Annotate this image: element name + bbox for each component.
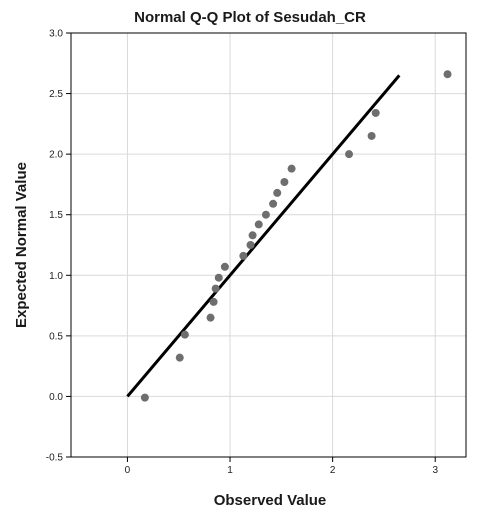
y-tick-label: -0.5	[46, 453, 64, 464]
y-tick-label: 3.0	[49, 29, 63, 40]
data-point	[206, 313, 215, 322]
y-axis-ticks: -0.5 0.0 0.5 1.0 1.5 2.0 2.5 3.0	[46, 29, 71, 464]
data-point	[261, 210, 270, 219]
x-tick-label: 3	[432, 465, 438, 476]
data-point	[211, 284, 220, 293]
data-point	[371, 108, 380, 117]
data-point	[209, 297, 218, 306]
data-point	[180, 330, 189, 339]
y-tick-label: 2.0	[49, 150, 63, 161]
y-axis-label: Expected Normal Value	[13, 162, 30, 328]
data-point	[280, 178, 289, 187]
chart-title: Normal Q-Q Plot of Sesudah_CR	[134, 9, 366, 26]
y-tick-label: 2.5	[49, 89, 63, 100]
data-point	[175, 353, 184, 362]
data-point	[220, 262, 229, 271]
data-point	[214, 273, 223, 282]
reference-line	[126, 74, 401, 398]
data-point	[254, 220, 263, 229]
x-tick-label: 1	[227, 465, 233, 476]
x-axis-label: Observed Value	[214, 492, 327, 509]
data-point	[140, 393, 149, 402]
reference-line-group	[126, 74, 401, 398]
plot-area	[70, 32, 467, 458]
data-point	[246, 241, 255, 249]
y-tick-label: 0.0	[49, 392, 63, 403]
data-point	[367, 131, 376, 140]
y-tick-label: 0.5	[49, 331, 63, 342]
grid-lines	[71, 33, 466, 457]
y-tick-label: 1.0	[49, 271, 63, 282]
data-point	[269, 199, 278, 208]
y-tick-label: 1.5	[49, 210, 63, 221]
data-point	[345, 150, 354, 159]
data-point	[273, 188, 282, 197]
x-tick-label: 0	[125, 465, 131, 476]
data-point	[248, 231, 257, 240]
x-axis-ticks: 0 1 2 3	[125, 457, 438, 476]
data-points	[140, 70, 452, 402]
x-tick-label: 2	[330, 465, 336, 476]
data-point	[239, 251, 248, 260]
data-point	[287, 164, 296, 173]
data-point	[443, 70, 452, 79]
